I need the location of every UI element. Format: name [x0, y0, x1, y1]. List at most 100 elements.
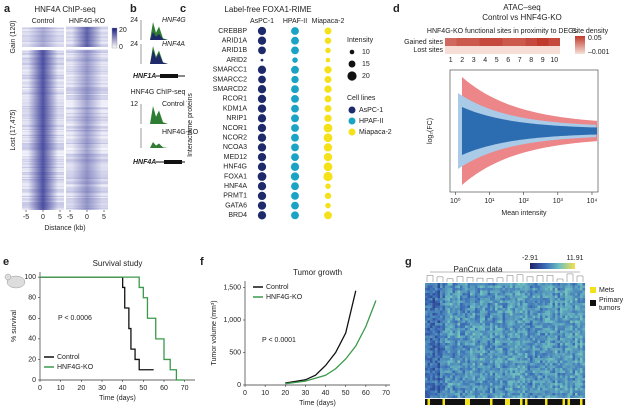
- heatmap-cell: [482, 380, 486, 384]
- heatmap-cell: [512, 288, 516, 291]
- heatmap-cell: [505, 388, 508, 391]
- dot: [325, 57, 331, 63]
- heatmap-cell: [452, 390, 456, 394]
- heatmap-cell: [522, 375, 526, 379]
- heatmap-cell: [562, 378, 566, 381]
- heatmap-cell: [470, 298, 473, 301]
- heatmap-cell: [550, 360, 553, 364]
- legend-label: 20: [362, 73, 370, 80]
- heatmap-cell: [425, 313, 428, 316]
- heatmap-cell: [547, 283, 551, 286]
- heatmap-cell: [427, 348, 431, 351]
- heatmap-cell: [530, 343, 533, 346]
- heatmap-cell: [435, 328, 438, 331]
- heatmap-cell: [535, 370, 538, 374]
- heatmap-cell: [487, 318, 491, 321]
- heatmap-cell: [452, 365, 456, 369]
- heatmap-cell: [427, 295, 431, 299]
- heatmap-cell: [537, 355, 541, 359]
- heatmap-cell: [577, 320, 581, 324]
- heatmap-cell: [432, 378, 436, 381]
- heatmap-cell: [460, 373, 463, 376]
- heatmap-cell: [507, 310, 511, 314]
- heatmap-cell: [472, 320, 476, 324]
- heatmap-cell: [475, 303, 478, 306]
- heatmap-cell: [460, 310, 463, 314]
- heatmap-cell: [560, 335, 563, 339]
- heatmap-cell: [482, 290, 486, 294]
- heatmap-cell: [570, 390, 573, 394]
- heatmap-cell: [467, 375, 471, 379]
- heatmap-cell: [472, 323, 476, 326]
- heatmap-cell: [495, 380, 498, 384]
- heatmap-cell: [490, 323, 493, 326]
- heatmap-cell: [462, 288, 466, 291]
- heatmap-cell: [555, 373, 558, 376]
- heatmap-cell: [507, 318, 511, 321]
- heatmap-cell: [582, 338, 586, 341]
- annotation-strip: [557, 399, 561, 405]
- heatmap-cell: [457, 390, 461, 394]
- protein-label: NCOR1: [222, 125, 247, 132]
- heatmap-cell: [482, 350, 486, 354]
- heatmap-cell: [537, 335, 541, 339]
- heatmap-cell: [475, 288, 478, 291]
- heatmap-cell: [465, 320, 468, 324]
- heatmap-cell: [430, 375, 433, 379]
- heatmap-cell: [475, 333, 478, 336]
- heatmap-cell: [557, 365, 561, 369]
- heatmap-cell: [465, 393, 468, 396]
- dot: [260, 58, 264, 62]
- heatmap-cell: [502, 333, 506, 336]
- heatmap-cell: [565, 350, 568, 354]
- heatmap-cell: [450, 333, 453, 336]
- heatmap-cell: [507, 298, 511, 301]
- heatmap-cell: [550, 393, 553, 396]
- heatmap-cell: [540, 373, 543, 376]
- heatmap-cell: [500, 358, 503, 361]
- heatmap-cell: [520, 318, 523, 321]
- heatmap-cell: [447, 313, 451, 316]
- heatmap-cell: [517, 365, 521, 369]
- axis-label: Time (days): [99, 395, 136, 402]
- annotation-strip: [427, 399, 431, 405]
- heatmap-cell: [565, 290, 568, 294]
- heatmap-cell: [550, 290, 553, 294]
- heatmap-cell: [460, 348, 463, 351]
- annotation-strip: [560, 399, 563, 405]
- heatmap-cell: [435, 323, 438, 326]
- heatmap-cell: [472, 343, 476, 346]
- heatmap-cell: [557, 363, 561, 366]
- x-tick-label: 10²: [519, 198, 530, 205]
- colorbar: [530, 263, 575, 269]
- colorbar: [575, 36, 585, 54]
- annotation-strip: [535, 399, 538, 405]
- heatmap-cell: [527, 283, 531, 286]
- heatmap-cell: [522, 323, 526, 326]
- heatmap-cell: [567, 305, 571, 309]
- x-tick-label: 30: [98, 385, 106, 392]
- heatmap-cell: [437, 378, 441, 381]
- heatmap-cell: [550, 343, 553, 346]
- heatmap-cell: [530, 310, 533, 314]
- heatmap-cell: [457, 318, 461, 321]
- heatmap-cell: [575, 343, 578, 346]
- heatmap-cell: [562, 388, 566, 391]
- heatmap-cell: [505, 298, 508, 301]
- heatmap-cell: [542, 365, 546, 369]
- heatmap-cell: [537, 390, 541, 394]
- heatmap-cell: [487, 295, 491, 299]
- heatmap-cell: [435, 333, 438, 336]
- heatmap-cell: [479, 38, 491, 46]
- heatmap-cell: [512, 393, 516, 396]
- heatmap-cell: [467, 340, 471, 344]
- heatmap-cell: [535, 358, 538, 361]
- heatmap-cell: [565, 325, 568, 329]
- heatmap-cell: [477, 368, 481, 371]
- heatmap-cell: [552, 338, 556, 341]
- heatmap-cell: [520, 283, 523, 286]
- heatmap-cell: [517, 325, 521, 329]
- heatmap-cell: [450, 350, 453, 354]
- heatmap-cell: [505, 295, 508, 299]
- heatmap-cell: [450, 323, 453, 326]
